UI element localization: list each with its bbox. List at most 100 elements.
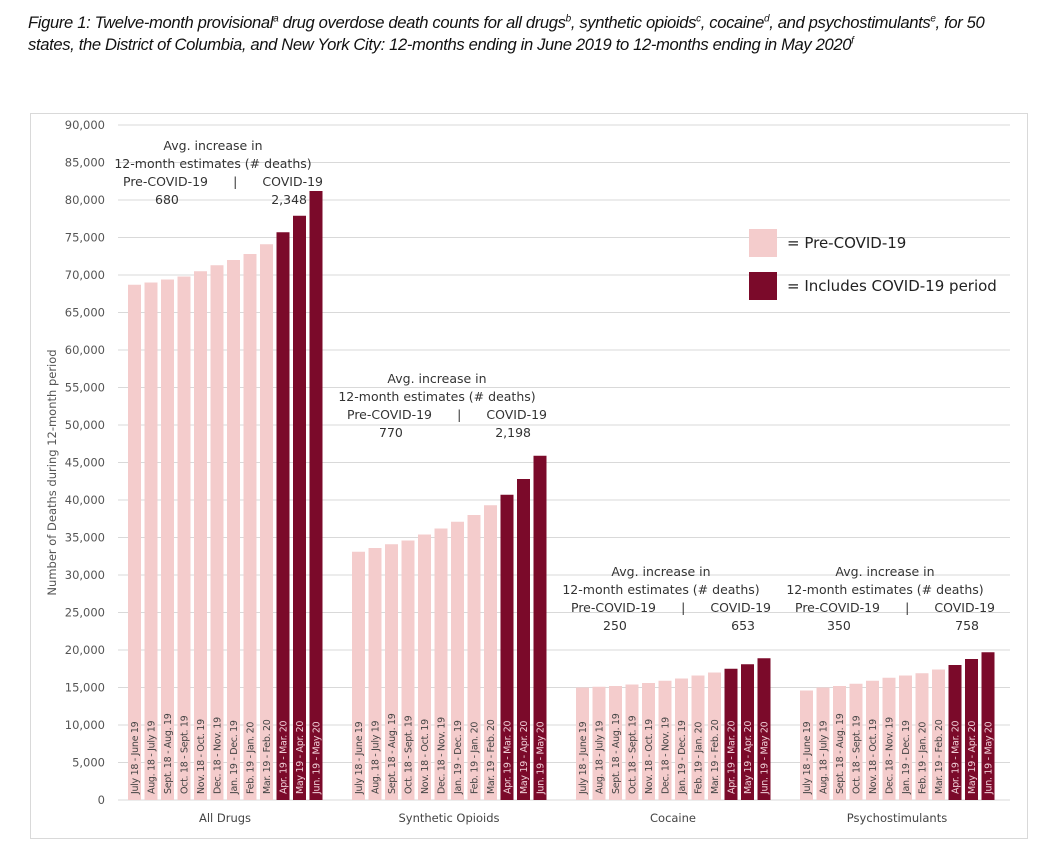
bar bbox=[915, 673, 929, 800]
bar-period-label: Oct. 18 - Sept. 19 bbox=[628, 715, 639, 794]
bar-period-label: Feb. 19 - Jan. 20 bbox=[918, 722, 929, 794]
pre-covid-label: Pre-COVID-19 bbox=[571, 600, 657, 615]
bar bbox=[260, 244, 273, 800]
bar-period-label: Jan. 19 - Dec. 19 bbox=[901, 720, 912, 795]
covid-value: 758 bbox=[955, 618, 979, 633]
bar-period-label: July 18 - June 19 bbox=[578, 721, 589, 795]
avg-increase-annotation: Avg. increase in 12-month estimates (# d… bbox=[765, 563, 1005, 635]
footnote-marker: d bbox=[764, 13, 770, 25]
covid-label: COVID-19 bbox=[710, 600, 771, 615]
bar bbox=[352, 551, 365, 800]
bar-period-label: Oct. 18 - Sept. 19 bbox=[404, 715, 415, 794]
bar-period-label: Mar. 19 - Feb. 20 bbox=[934, 719, 945, 794]
bar-period-label: Nov. 18 - Oct. 19 bbox=[868, 719, 879, 794]
bar bbox=[418, 534, 431, 800]
bar-period-label: Dec. 18 - Nov. 19 bbox=[661, 717, 672, 794]
avg-increase-annotation: Avg. increase in 12-month estimates (# d… bbox=[93, 137, 333, 209]
bar-period-label: Dec. 18 - Nov. 19 bbox=[213, 717, 224, 794]
bar-period-label: July 18 - June 19 bbox=[802, 721, 813, 795]
y-tick-label: 35,000 bbox=[65, 531, 105, 545]
covid-value: 2,198 bbox=[495, 425, 531, 440]
annotation-line1: Avg. increase in bbox=[835, 564, 935, 579]
x-category-label: Psychostimulants bbox=[847, 811, 947, 825]
bar-period-label: Jun. 19 - May 20 bbox=[312, 721, 323, 795]
y-tick-label: 90,000 bbox=[65, 118, 105, 132]
legend-label-covid: = Includes COVID-19 period bbox=[787, 277, 997, 295]
y-tick-label: 65,000 bbox=[65, 306, 105, 320]
y-tick-label: 55,000 bbox=[65, 381, 105, 395]
legend-swatch-covid bbox=[749, 272, 777, 300]
bar-period-label: Jan. 19 - Dec. 19 bbox=[453, 720, 464, 795]
bar-period-label: Sept. 18 - Aug. 19 bbox=[387, 713, 398, 794]
bar bbox=[276, 232, 290, 800]
legend-label-pre-covid: = Pre-COVID-19 bbox=[787, 234, 907, 252]
bar-period-label: Apr. 19 - Mar. 20 bbox=[951, 721, 962, 794]
bar-period-label: Feb. 19 - Jan. 20 bbox=[694, 722, 705, 794]
title-text: , and psychostimulants bbox=[769, 13, 931, 32]
bar bbox=[658, 680, 672, 800]
covid-label: COVID-19 bbox=[934, 600, 995, 615]
title-text: , cocaine bbox=[700, 13, 765, 32]
bar-period-label: Oct. 18 - Sept. 19 bbox=[852, 715, 863, 794]
bar-period-label: Aug. 18 - July 19 bbox=[371, 721, 382, 794]
bar-period-label: Aug. 18 - July 19 bbox=[147, 721, 158, 794]
chart-frame bbox=[30, 113, 1028, 839]
title-text: , for 50 states, the District of Columbi… bbox=[28, 13, 985, 54]
annotation-line1: Avg. increase in bbox=[611, 564, 711, 579]
y-tick-label: 40,000 bbox=[65, 493, 105, 507]
pre-covid-label: Pre-COVID-19 bbox=[123, 174, 209, 189]
footnote-marker: a bbox=[273, 13, 279, 25]
annotation-line1: Avg. increase in bbox=[163, 138, 263, 153]
pre-covid-value: 250 bbox=[603, 618, 627, 633]
bar bbox=[882, 677, 896, 800]
bar bbox=[484, 505, 497, 800]
annotation-line2: 12-month estimates (# deaths) bbox=[114, 156, 312, 171]
annotation-line1: Avg. increase in bbox=[387, 371, 487, 386]
bar bbox=[227, 260, 240, 800]
bar-period-label: Apr. 19 - Mar. 20 bbox=[727, 721, 738, 794]
bar bbox=[708, 672, 721, 800]
y-tick-label: 25,000 bbox=[65, 606, 105, 620]
bar bbox=[948, 665, 962, 800]
y-tick-label: 70,000 bbox=[65, 268, 105, 282]
avg-increase-annotation: Avg. increase in 12-month estimates (# d… bbox=[541, 563, 781, 635]
bar-period-label: Jan. 19 - Dec. 19 bbox=[677, 720, 688, 795]
covid-label: COVID-19 bbox=[262, 174, 323, 189]
bar-period-label: Jan. 19 - Dec. 19 bbox=[229, 720, 240, 795]
bar bbox=[849, 683, 863, 800]
bar bbox=[177, 276, 191, 800]
y-tick-label: 80,000 bbox=[65, 193, 105, 207]
bar bbox=[576, 687, 589, 800]
bar bbox=[128, 284, 141, 800]
pre-covid-value: 350 bbox=[827, 618, 851, 633]
separator: | bbox=[681, 600, 686, 615]
bar bbox=[899, 675, 912, 800]
separator: | bbox=[233, 174, 238, 189]
bar-period-label: Jun. 19 - May 20 bbox=[984, 721, 995, 795]
bar-period-label: Sept. 18 - Aug. 19 bbox=[835, 713, 846, 794]
bar bbox=[293, 215, 306, 800]
annotation-line2: 12-month estimates (# deaths) bbox=[786, 582, 984, 597]
bar bbox=[161, 279, 174, 800]
footnote-marker: b bbox=[565, 13, 572, 25]
bar-period-label: Oct. 18 - Sept. 19 bbox=[180, 715, 191, 794]
bar-period-label: Mar. 19 - Feb. 20 bbox=[262, 719, 273, 794]
y-tick-label: 15,000 bbox=[65, 681, 105, 695]
bar bbox=[609, 686, 622, 800]
bar bbox=[965, 659, 978, 800]
bar bbox=[385, 544, 398, 800]
bar bbox=[625, 684, 639, 800]
bar bbox=[816, 687, 830, 800]
pre-covid-value: 680 bbox=[155, 192, 179, 207]
title-text: drug overdose death counts for all drugs bbox=[278, 13, 566, 32]
bar bbox=[866, 680, 879, 800]
x-category-label: Cocaine bbox=[650, 811, 696, 825]
bar-period-label: Apr. 19 - Mar. 20 bbox=[503, 721, 514, 794]
bar bbox=[757, 658, 771, 800]
y-tick-label: 0 bbox=[98, 793, 105, 807]
figure-title: Figure 1: Twelve-month provisionala drug… bbox=[28, 12, 1028, 56]
bar bbox=[243, 254, 257, 800]
annotation-line2: 12-month estimates (# deaths) bbox=[562, 582, 760, 597]
bar-period-label: Apr. 19 - Mar. 20 bbox=[279, 721, 290, 794]
